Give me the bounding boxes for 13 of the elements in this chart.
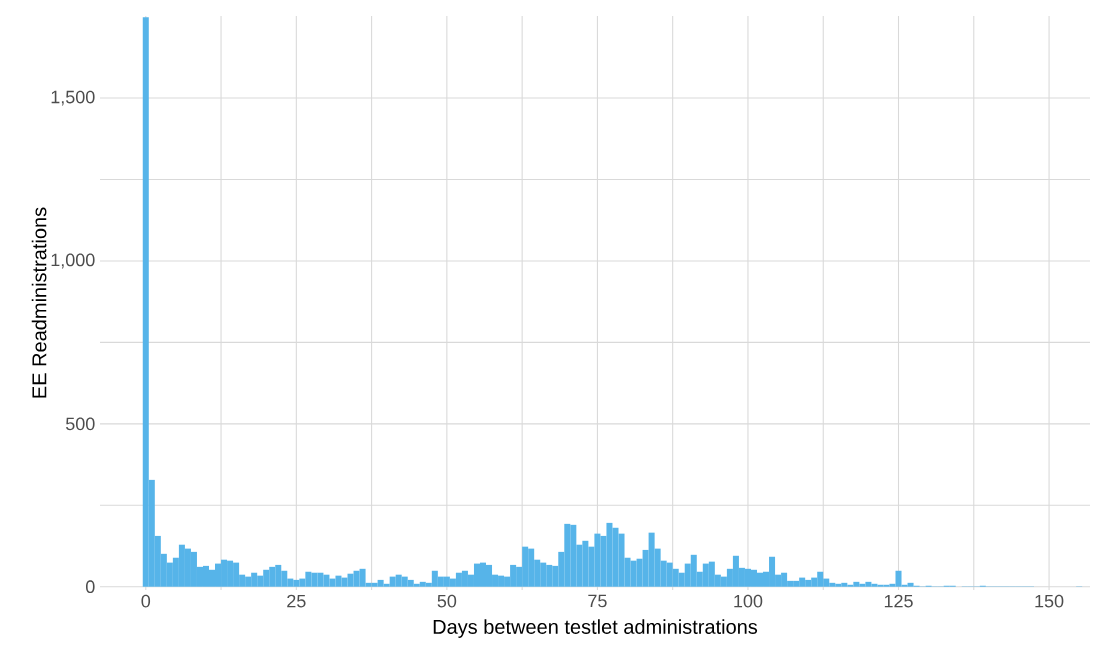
y-tick-label: 500 — [65, 417, 95, 431]
x-tick-label: 50 — [437, 594, 457, 608]
x-tick-label: 100 — [734, 594, 763, 608]
x-tick-label: 0 — [141, 594, 151, 608]
x-tick-label: 25 — [287, 594, 306, 608]
y-tick-label: 1,500 — [51, 90, 95, 106]
y-tick-label: 0 — [86, 580, 95, 594]
x-tick-label: 150 — [1035, 594, 1064, 608]
x-axis-title: Days between testlet administrations — [433, 619, 758, 638]
y-tick-label: 1,000 — [51, 253, 95, 269]
y-axis-title: EE Readministrations — [31, 207, 47, 398]
x-tick-label: 75 — [588, 594, 607, 608]
x-tick-label: 125 — [884, 594, 913, 608]
